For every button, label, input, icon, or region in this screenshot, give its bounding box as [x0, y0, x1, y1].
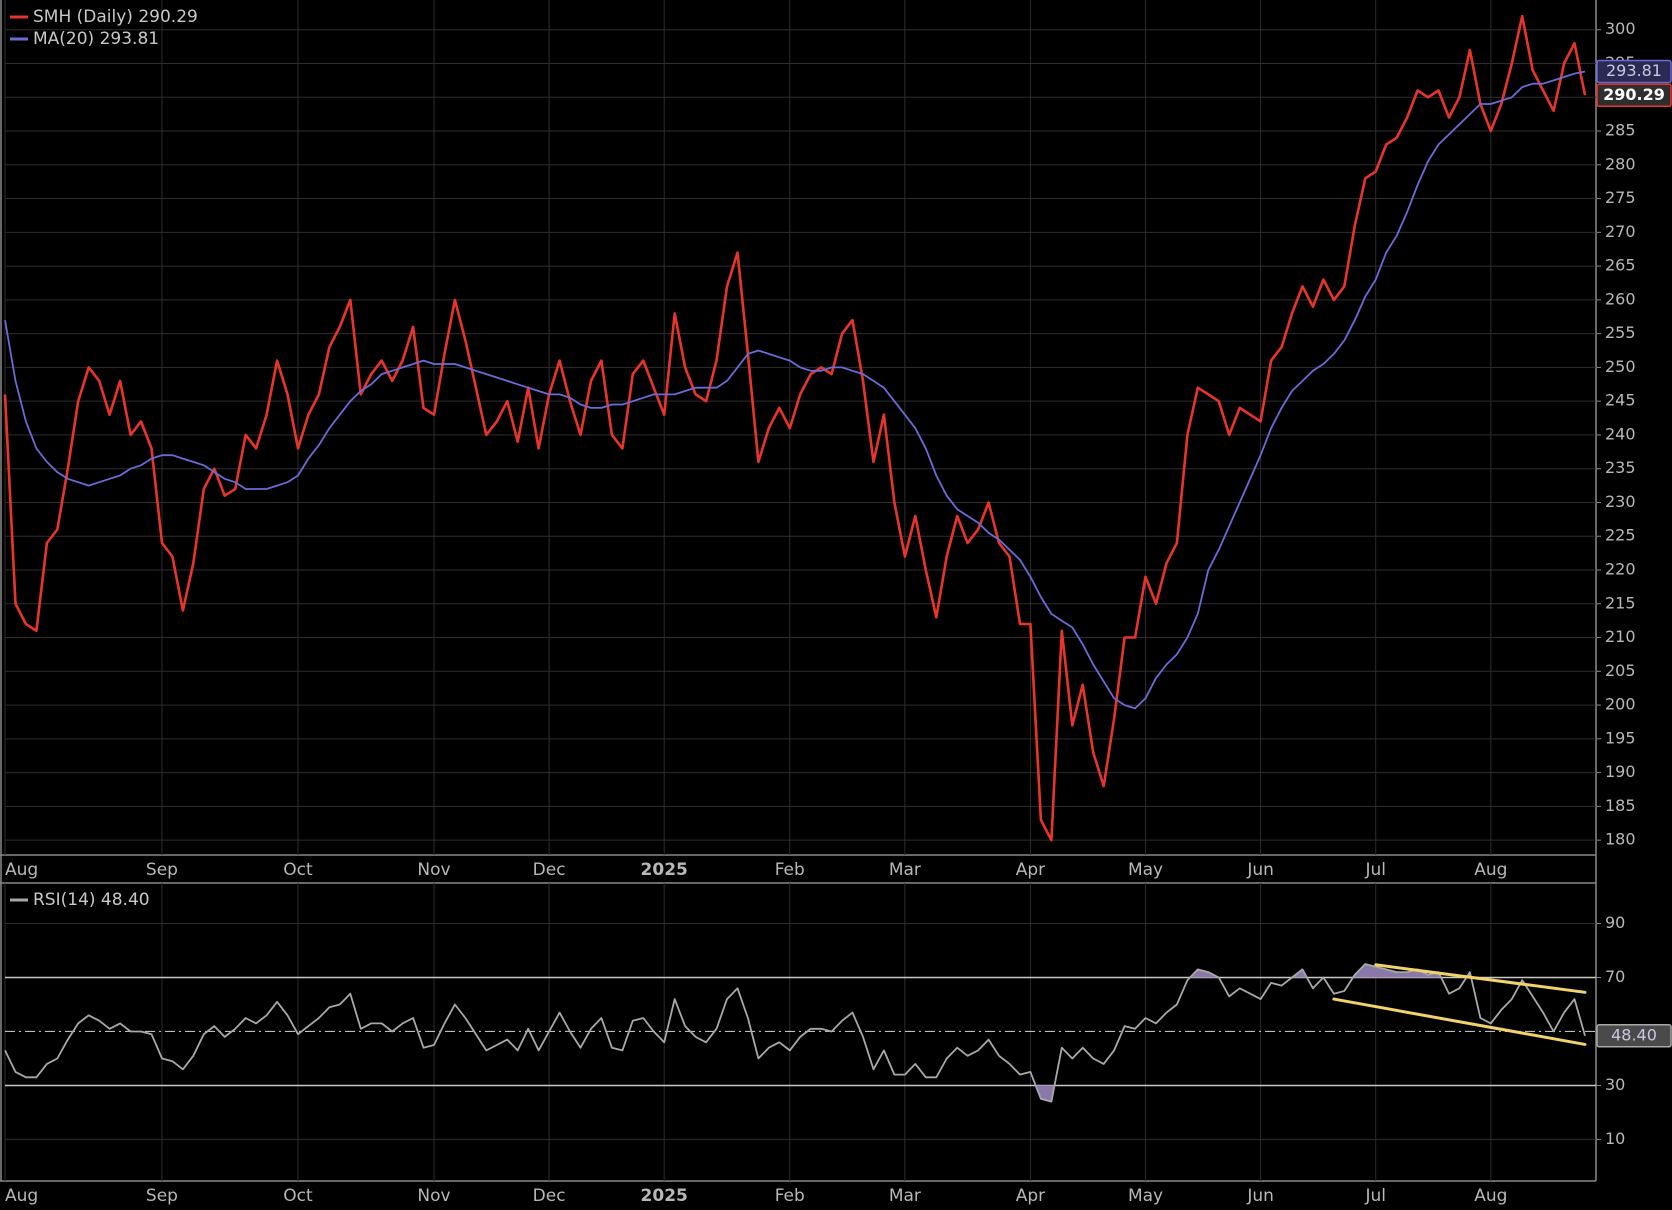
y-tick-label: 255 — [1605, 323, 1636, 342]
x-tick-label: Sep — [146, 860, 178, 880]
x-tick-label: Feb — [775, 1186, 805, 1206]
y-tick-label: 235 — [1605, 458, 1636, 477]
y-tick-label: 215 — [1605, 593, 1636, 612]
trendline — [1332, 997, 1587, 1046]
y-tick-label: 230 — [1605, 492, 1636, 511]
overbought-fill — [1190, 964, 1472, 978]
last-value-box — [1596, 83, 1672, 108]
legend-value: 293.81 — [100, 29, 159, 49]
x-tick-label: Jun — [1246, 860, 1274, 880]
y-tick-label: 185 — [1605, 796, 1636, 815]
x-tick-label: Nov — [417, 860, 450, 880]
last-value-label: 290.29 — [1603, 85, 1665, 104]
trendline — [1374, 963, 1587, 994]
x-tick-label: 2025 — [641, 860, 688, 880]
last-value-label: 48.40 — [1611, 1025, 1657, 1044]
legend-name: RSI(14) — [33, 890, 96, 910]
y-tick-label: 180 — [1605, 830, 1636, 849]
x-tick-label: Aug — [5, 860, 38, 880]
y-tick-label: 70 — [1605, 967, 1625, 986]
last-value-box — [1596, 59, 1672, 84]
x-tick-label: Mar — [889, 1186, 921, 1206]
y-tick-label: 190 — [1605, 762, 1636, 781]
last-value-label: 293.81 — [1606, 61, 1662, 80]
y-tick-label: 240 — [1605, 424, 1636, 443]
y-tick-label: 300 — [1605, 19, 1636, 38]
y-tick-label: 245 — [1605, 391, 1636, 410]
y-tick-label: 225 — [1605, 526, 1636, 545]
y-tick-label: 200 — [1605, 695, 1636, 714]
x-tick-label: Oct — [283, 860, 313, 880]
x-tick-label: Feb — [775, 860, 805, 880]
x-tick-label: 2025 — [641, 1186, 688, 1206]
y-tick-label: 90 — [1605, 913, 1625, 932]
last-value-box — [1596, 1024, 1672, 1048]
legend-text: RSI(14) 48.40 — [33, 890, 150, 910]
y-tick-label: 280 — [1605, 154, 1636, 173]
x-tick-label: Jul — [1364, 1186, 1386, 1206]
x-tick-label: Dec — [533, 860, 566, 880]
y-tick-label: 250 — [1605, 357, 1636, 376]
y-tick-label: 260 — [1605, 289, 1636, 308]
x-tick-label: May — [1128, 860, 1163, 880]
legend-value: 290.29 — [138, 7, 197, 27]
series-line — [4, 70, 1586, 710]
y-tick-label: 195 — [1605, 728, 1636, 747]
y-tick-label: 10 — [1605, 1129, 1625, 1148]
x-tick-label: Oct — [283, 1186, 313, 1206]
series-line — [4, 963, 1586, 1103]
legend-text: SMH (Daily) 290.29 — [33, 7, 198, 27]
y-tick-label: 270 — [1605, 222, 1636, 241]
x-tick-label: Mar — [889, 860, 921, 880]
x-tick-label: Jun — [1246, 1186, 1274, 1206]
y-tick-label: 30 — [1605, 1075, 1625, 1094]
y-tick-label: 220 — [1605, 560, 1636, 579]
y-tick-label: 265 — [1605, 256, 1636, 275]
y-tick-label: 285 — [1605, 121, 1636, 140]
x-tick-label: Nov — [417, 1186, 450, 1206]
x-tick-label: Dec — [533, 1186, 566, 1206]
x-tick-label: Aug — [1474, 1186, 1507, 1206]
y-tick-label: 205 — [1605, 661, 1636, 680]
x-tick-label: Aug — [5, 1186, 38, 1206]
x-tick-label: Apr — [1016, 860, 1045, 880]
y-tick-label: 210 — [1605, 627, 1636, 646]
x-tick-label: Apr — [1016, 1186, 1045, 1206]
x-tick-label: Jul — [1364, 860, 1386, 880]
x-tick-label: Sep — [146, 1186, 178, 1206]
y-tick-label: 275 — [1605, 188, 1636, 207]
x-tick-label: Aug — [1474, 860, 1507, 880]
legend-name: MA(20) — [33, 29, 94, 49]
legend-value: 48.40 — [101, 890, 150, 910]
series-line — [3, 14, 1587, 842]
legend-name: SMH (Daily) — [33, 7, 133, 27]
x-tick-label: May — [1128, 1186, 1163, 1206]
legend-text: MA(20) 293.81 — [33, 29, 159, 49]
